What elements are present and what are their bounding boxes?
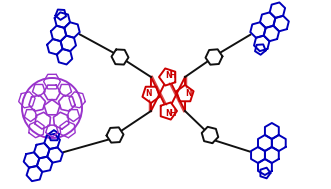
Text: N: N bbox=[145, 90, 151, 98]
Text: N: N bbox=[185, 90, 191, 98]
Text: H: H bbox=[170, 70, 176, 80]
Text: H: H bbox=[170, 108, 176, 118]
Text: N: N bbox=[165, 108, 171, 118]
Text: N: N bbox=[165, 70, 171, 80]
